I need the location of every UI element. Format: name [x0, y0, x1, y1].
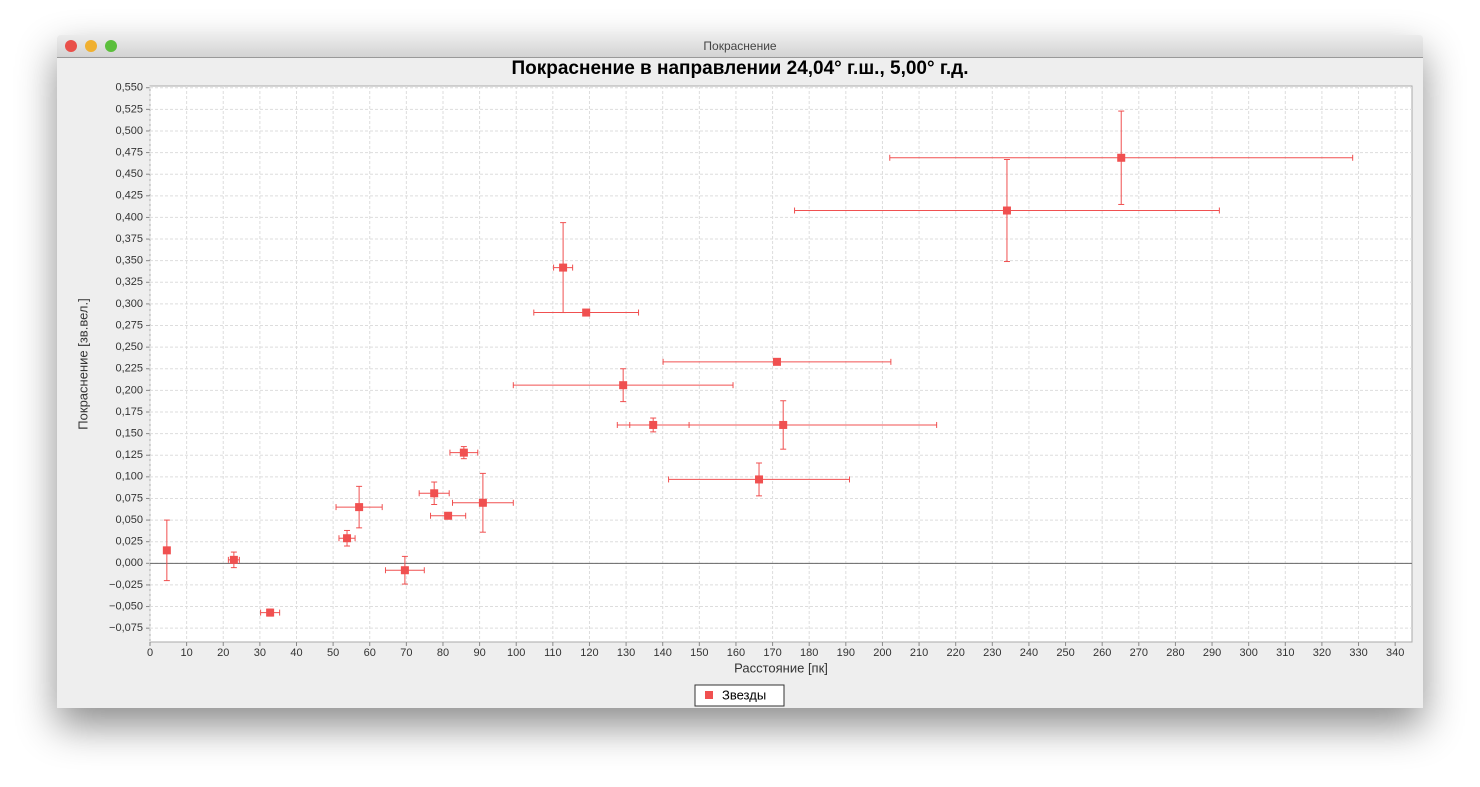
x-tick-label: 30: [254, 647, 266, 659]
x-tick-label: 220: [947, 647, 965, 659]
legend: [694, 684, 785, 707]
point: [229, 555, 238, 564]
y-tick-label: 0,350: [115, 255, 143, 267]
zoom-button[interactable]: [105, 40, 117, 52]
x-tick-label: 40: [290, 647, 302, 659]
x-tick-label: 70: [400, 647, 412, 659]
x-tick-label: 120: [580, 647, 598, 659]
x-tick-label: 290: [1203, 647, 1221, 659]
x-tick-label: 160: [727, 647, 745, 659]
point: [582, 308, 591, 317]
x-tick-label: 90: [473, 647, 485, 659]
x-tick-label: 20: [217, 647, 229, 659]
point: [400, 566, 409, 575]
point: [755, 475, 764, 484]
x-tick-label: 270: [1130, 647, 1148, 659]
y-tick-label: 0,200: [115, 384, 143, 396]
point: [619, 381, 628, 390]
y-tick-label: 0,150: [115, 428, 143, 440]
y-tick-label: 0,125: [115, 449, 143, 461]
y-tick-label: −0,075: [109, 622, 143, 634]
x-tick-label: 200: [873, 647, 891, 659]
x-tick-label: 80: [437, 647, 449, 659]
y-tick-label: 0,275: [115, 319, 143, 331]
x-tick-label: 260: [1093, 647, 1111, 659]
x-tick-label: 150: [690, 647, 708, 659]
x-tick-label: 250: [1056, 647, 1074, 659]
y-tick-label: 0,000: [115, 557, 143, 569]
x-tick-label: 100: [507, 647, 525, 659]
y-tick-label: 0,175: [115, 406, 143, 418]
point: [162, 546, 171, 555]
y-tick-label: 0,550: [115, 82, 143, 94]
point: [772, 357, 781, 366]
y-tick-label: 0,500: [115, 125, 143, 137]
x-tick-label: 320: [1313, 647, 1331, 659]
close-button[interactable]: [65, 40, 77, 52]
x-tick-label: 180: [800, 647, 818, 659]
y-tick-label: 0,400: [115, 211, 143, 223]
y-tick-label: 0,025: [115, 536, 143, 548]
x-tick-label: 240: [1020, 647, 1038, 659]
minimize-button[interactable]: [85, 40, 97, 52]
title-bar: Покраснение: [57, 35, 1423, 58]
y-tick-label: 0,375: [115, 233, 143, 245]
y-axis-label: Покраснение [зв.вел.]: [75, 298, 90, 429]
y-tick-label: 0,100: [115, 471, 143, 483]
x-tick-label: 60: [364, 647, 376, 659]
window-title: Покраснение: [703, 39, 777, 53]
plot-area: [149, 85, 1413, 643]
point: [343, 534, 352, 543]
legend-label: Звезды: [722, 687, 766, 702]
x-tick-label: 300: [1239, 647, 1257, 659]
point: [1117, 153, 1126, 162]
y-tick-label: 0,450: [115, 168, 143, 180]
point: [444, 511, 453, 520]
point: [779, 420, 788, 429]
point: [478, 498, 487, 507]
y-tick-label: 0,075: [115, 492, 143, 504]
x-tick-label: 210: [910, 647, 928, 659]
x-tick-label: 280: [1166, 647, 1184, 659]
x-tick-label: 330: [1349, 647, 1367, 659]
x-tick-label: 50: [327, 647, 339, 659]
y-tick-label: 0,050: [115, 514, 143, 526]
x-tick-label: 310: [1276, 647, 1294, 659]
chart-title: Покраснение в направлении 24,04° г.ш., 5…: [511, 58, 968, 79]
point: [430, 489, 439, 498]
x-tick-label: 110: [544, 647, 562, 659]
point: [1002, 206, 1011, 215]
x-tick-label: 230: [983, 647, 1001, 659]
y-tick-label: 0,475: [115, 146, 143, 158]
point: [559, 263, 568, 272]
legend-marker: [705, 691, 713, 699]
x-tick-label: 10: [180, 647, 192, 659]
x-tick-label: 130: [617, 647, 635, 659]
point: [355, 503, 364, 512]
y-tick-label: −0,050: [109, 600, 143, 612]
y-tick-label: −0,025: [109, 579, 143, 591]
y-tick-label: 0,225: [115, 363, 143, 375]
point: [459, 448, 468, 457]
x-tick-label: 170: [763, 647, 781, 659]
x-tick-label: 190: [837, 647, 855, 659]
x-tick-label: 0: [147, 647, 153, 659]
y-tick-label: 0,425: [115, 190, 143, 202]
y-tick-label: 0,325: [115, 276, 143, 288]
x-tick-label: 340: [1386, 647, 1404, 659]
x-axis-label: Расстояние [пк]: [734, 660, 828, 675]
y-tick-label: 0,525: [115, 103, 143, 115]
x-tick-label: 140: [654, 647, 672, 659]
y-tick-label: 0,250: [115, 341, 143, 353]
point: [266, 608, 275, 617]
y-tick-label: 0,300: [115, 298, 143, 310]
